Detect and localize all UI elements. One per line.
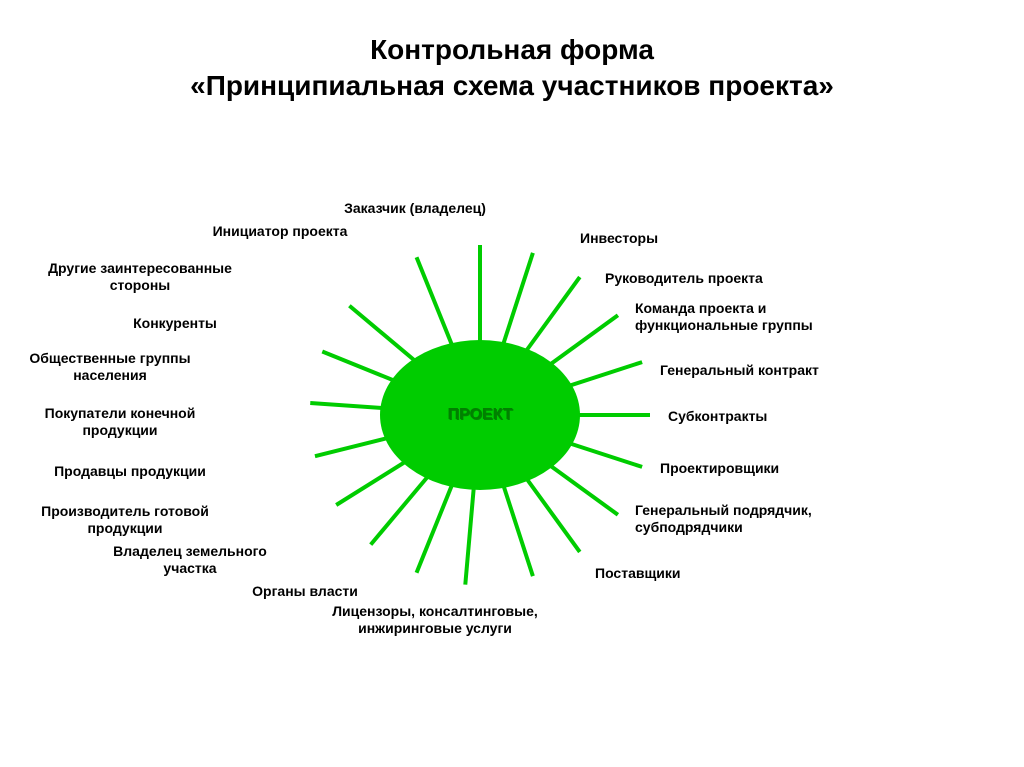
diagram-node-label: Команда проекта и функциональные группы	[635, 300, 813, 335]
diagram-ray	[500, 252, 535, 348]
diagram-node-label: Генеральный подрядчик, субподрядчики	[635, 502, 812, 537]
diagram-node-label: Проектировщики	[660, 460, 779, 478]
diagram-node-label: Инициатор проекта	[150, 223, 410, 241]
page-title: Контрольная форма «Принципиальная схема …	[0, 0, 1024, 105]
diagram-node-label: Органы власти	[175, 583, 435, 601]
diagram-center-label: ПРОЕКТ	[447, 406, 512, 424]
diagram-ray	[500, 481, 535, 577]
diagram-node-label: Лицензоры, консалтинговые, инжиринговые …	[305, 603, 565, 638]
diagram-center: ПРОЕКТ	[380, 340, 580, 490]
diagram-node-label: Продавцы продукции	[0, 463, 260, 481]
diagram-node-label: Владелец земельного участка	[60, 543, 320, 578]
diagram-node-label: Производитель готовой продукции	[0, 503, 255, 538]
diagram-node-label: Другие заинтересованные стороны	[10, 260, 270, 295]
diagram-node-label: Инвесторы	[580, 230, 658, 248]
diagram-node-label: Общественные группы населения	[0, 350, 240, 385]
radial-diagram: Заказчик (владелец) Инвесторы Руководитель…	[0, 105, 1024, 725]
diagram-node-label: Руководитель проекта	[605, 270, 763, 288]
diagram-node-label: Покупатели конечной продукции	[0, 405, 250, 440]
diagram-node-label: Генеральный контракт	[660, 362, 819, 380]
diagram-ray	[414, 479, 455, 573]
diagram-ray	[414, 256, 455, 350]
diagram-node-label: Поставщики	[595, 565, 681, 583]
diagram-node-label: Субконтракты	[668, 408, 767, 426]
diagram-node-label: Конкуренты	[45, 315, 305, 333]
diagram-ray	[478, 245, 482, 345]
title-line2: «Принципиальная схема участников проекта…	[0, 68, 1024, 104]
diagram-ray	[463, 484, 476, 584]
title-line1: Контрольная форма	[0, 32, 1024, 68]
diagram-node-label: Заказчик (владелец)	[285, 200, 545, 218]
